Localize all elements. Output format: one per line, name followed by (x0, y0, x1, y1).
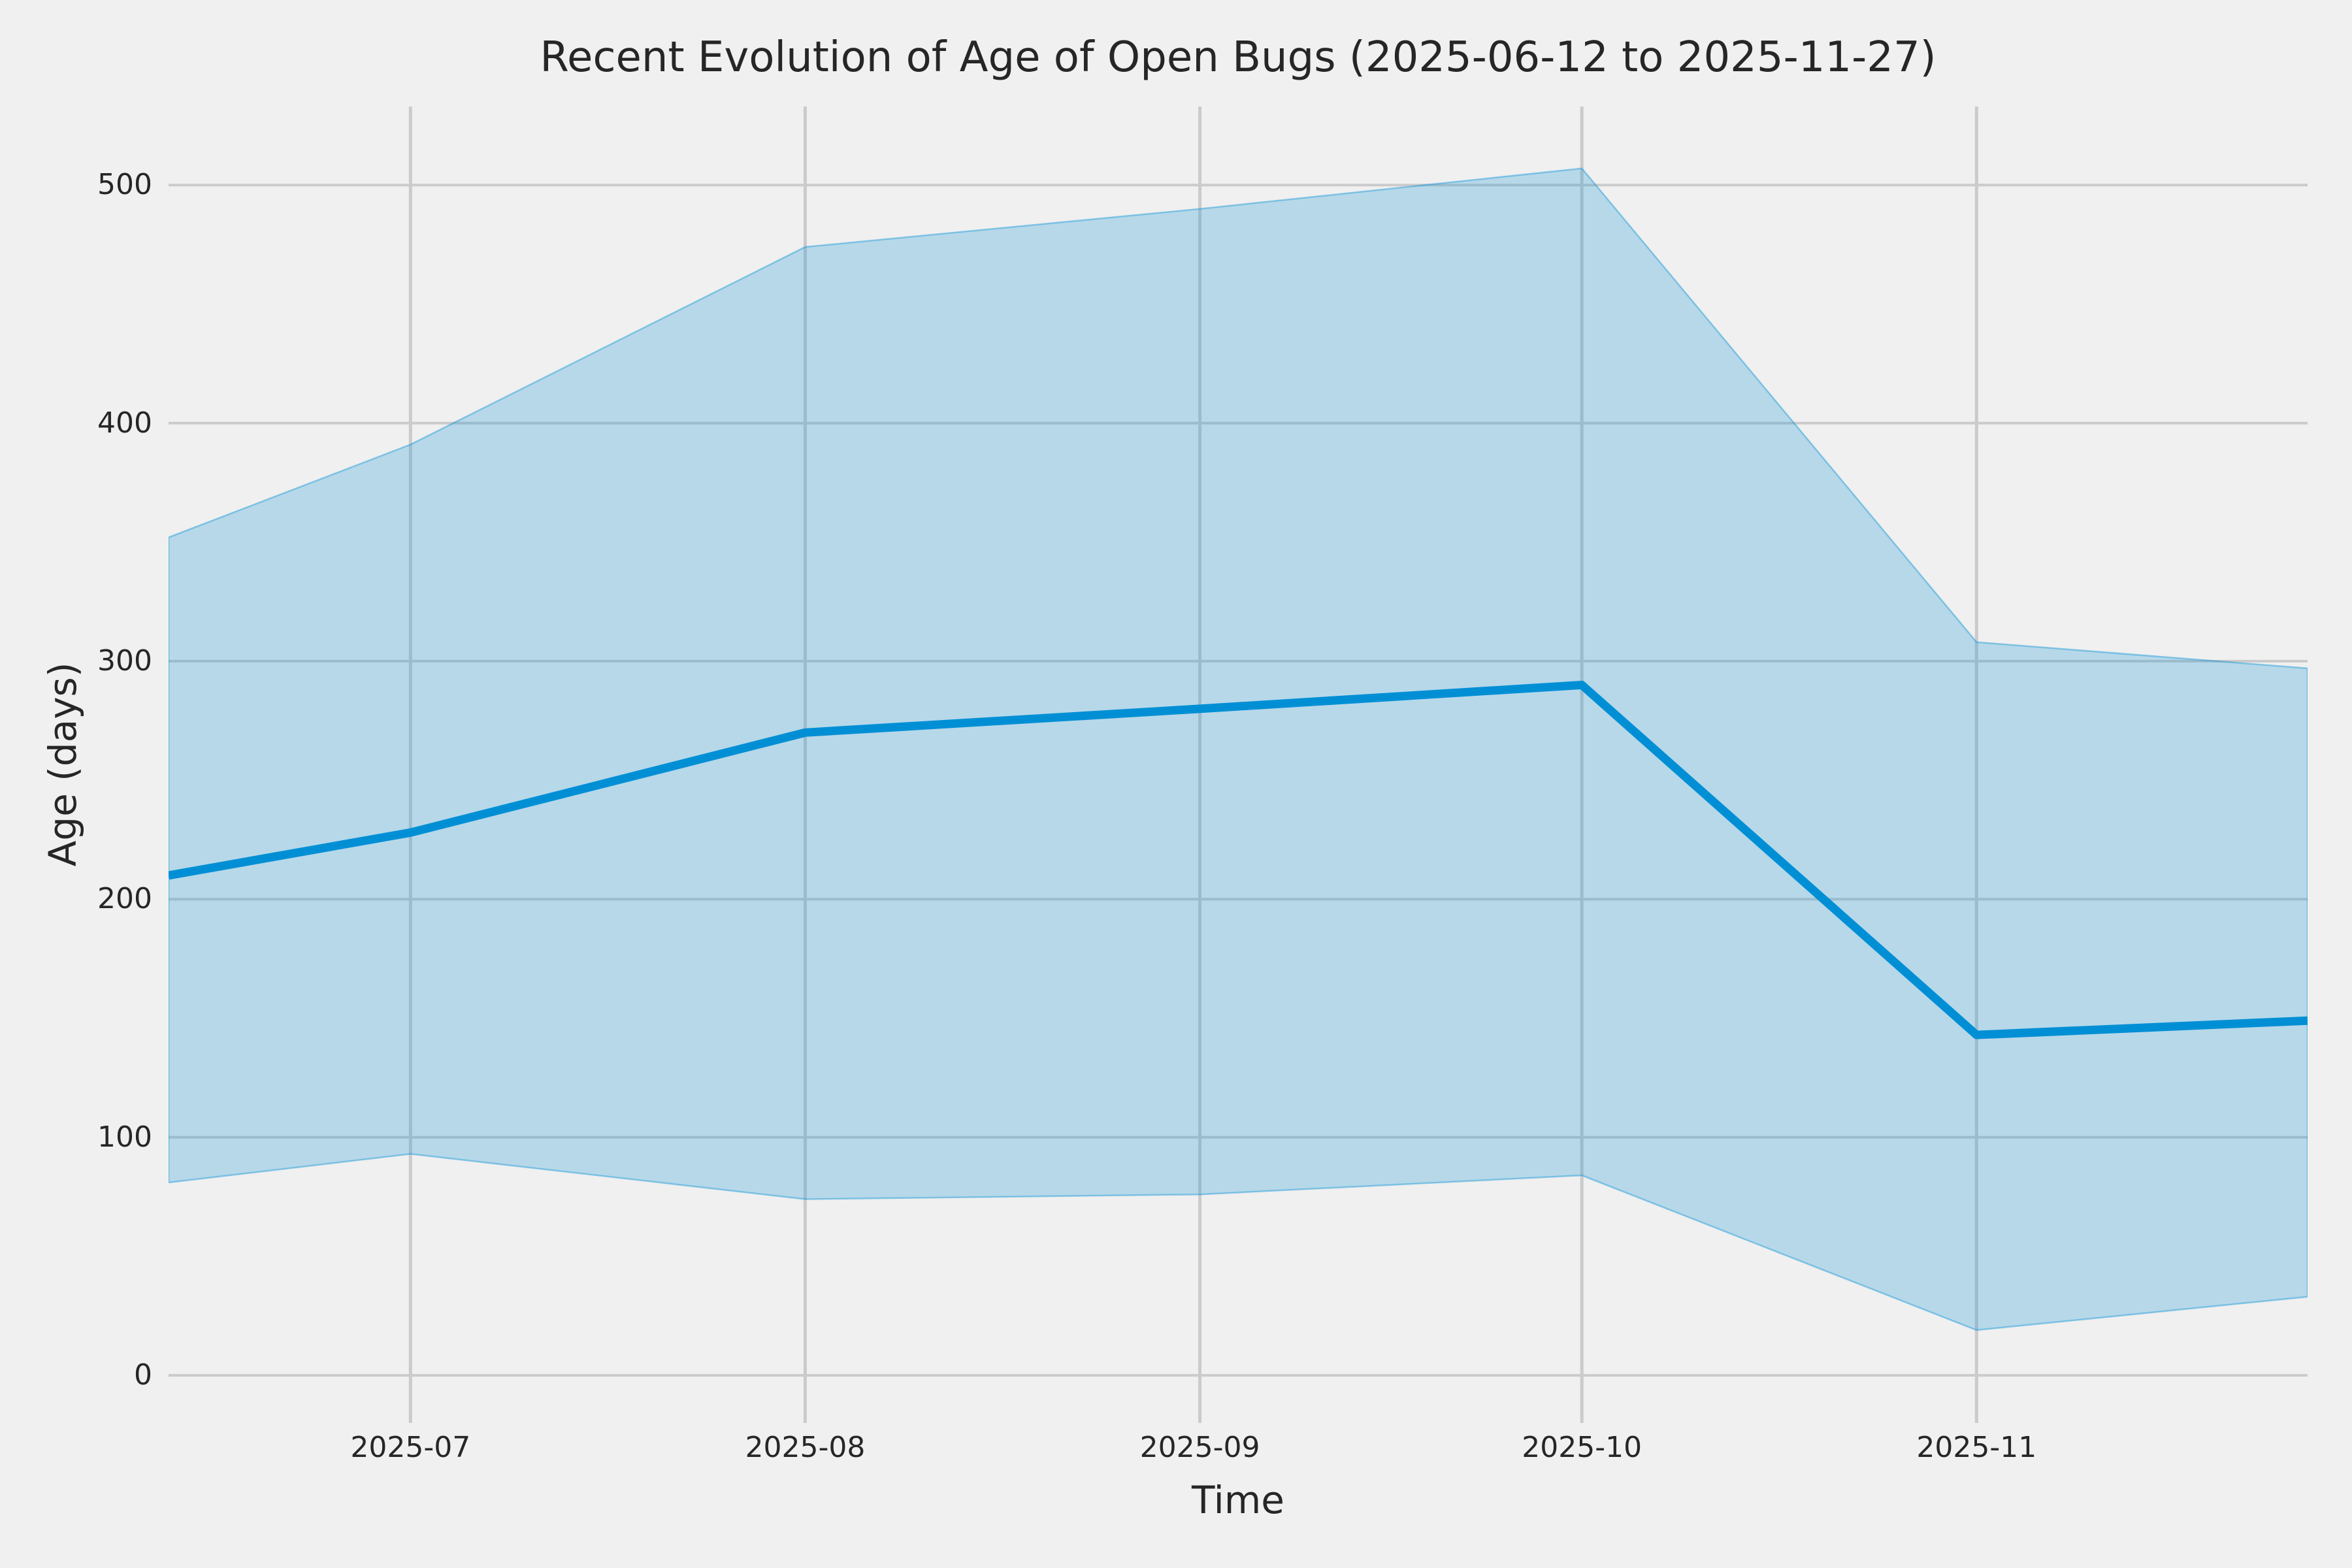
chart-title: Recent Evolution of Age of Open Bugs (20… (540, 33, 1936, 82)
x-tick-label-2025-08: 2025-08 (745, 1431, 866, 1464)
y-tick-label-200: 200 (97, 882, 152, 916)
y-tick-label-0: 0 (134, 1358, 152, 1392)
plot-area (169, 106, 2308, 1423)
confidence-band-group (169, 167, 2308, 1331)
y-axis-label: Age (days) (41, 662, 85, 867)
y-tick-label-400: 400 (97, 406, 152, 440)
age-range-band (169, 167, 2308, 1331)
y-tick-label-300: 300 (97, 644, 152, 678)
median-age-line (169, 680, 2308, 1039)
gridlines (169, 106, 2308, 1423)
x-tick-label-2025-10: 2025-10 (1522, 1431, 1642, 1464)
y-tick-label-500: 500 (97, 168, 152, 202)
x-tick-label-2025-09: 2025-09 (1139, 1431, 1260, 1464)
x-tick-label-2025-07: 2025-07 (350, 1431, 471, 1464)
x-axis-label: Time (1192, 1478, 1284, 1522)
y-tick-label-100: 100 (97, 1120, 152, 1154)
x-tick-label-2025-11: 2025-11 (1916, 1431, 2037, 1464)
median-line-group (169, 680, 2308, 1039)
